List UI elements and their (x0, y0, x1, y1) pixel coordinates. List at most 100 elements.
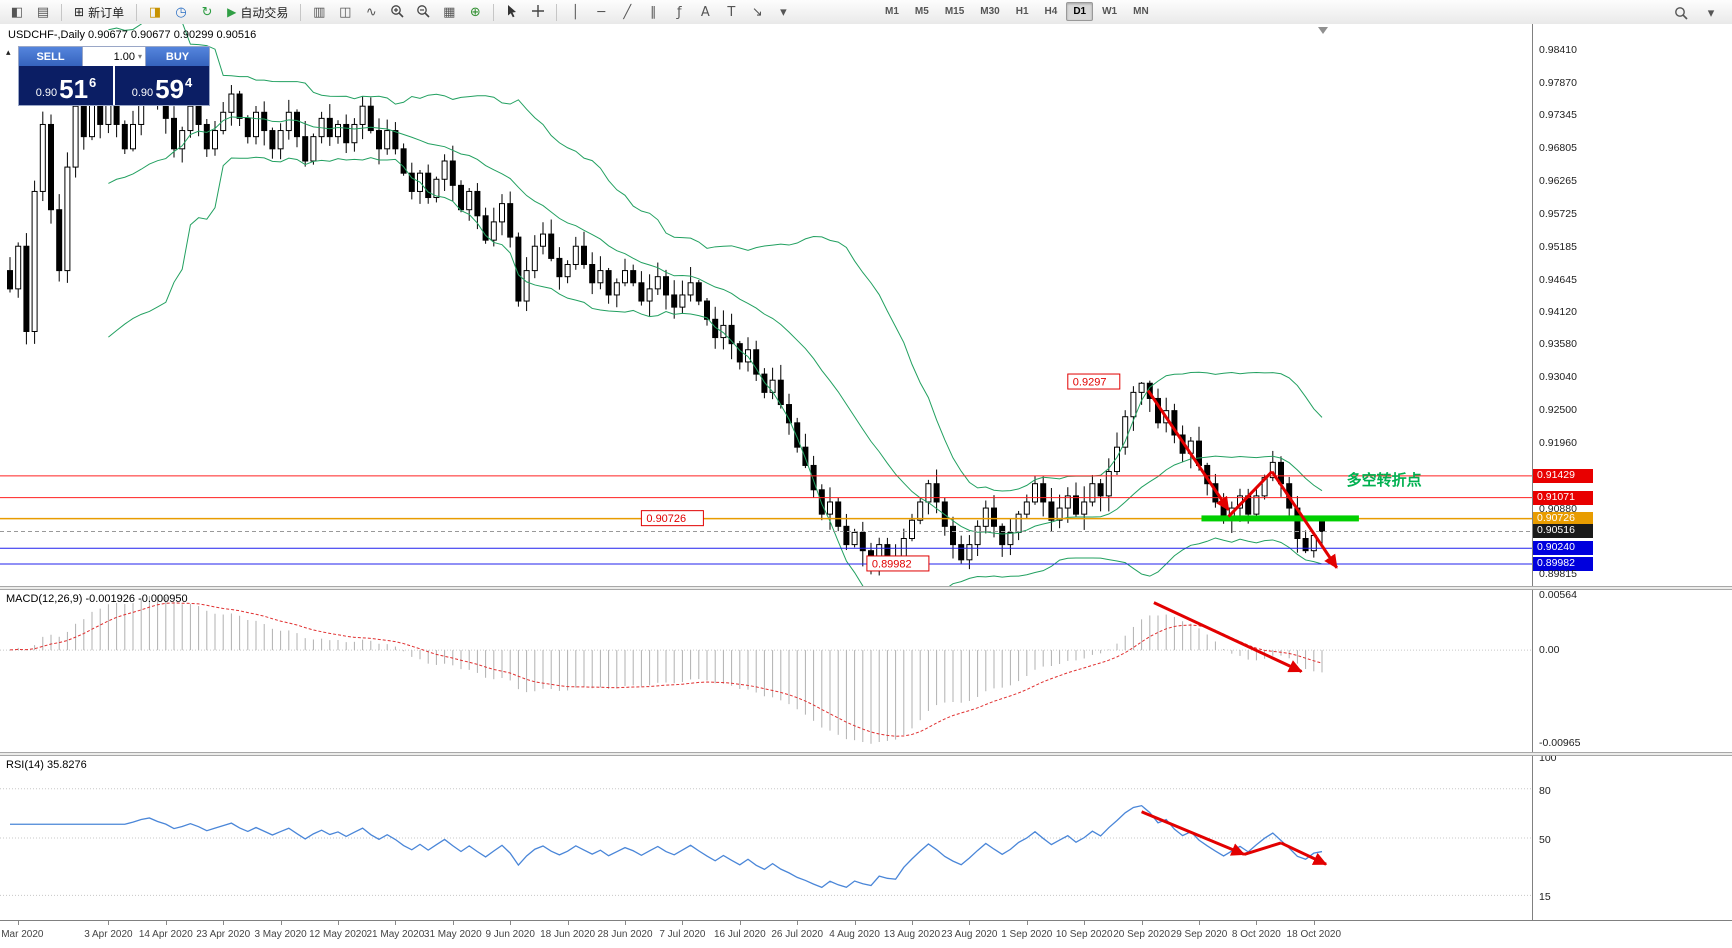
bar-chart-icon[interactable]: ▥ (306, 1, 332, 23)
macd-histogram (9, 595, 1323, 744)
data-window-icon[interactable]: ◷ (168, 1, 194, 23)
label-icon[interactable]: T (718, 1, 744, 23)
search-icon[interactable] (1668, 2, 1694, 24)
price-scale-label: 0.95725 (1539, 207, 1577, 220)
vertical-line-icon[interactable]: │ (562, 1, 588, 23)
bollinger-upper (108, 24, 1323, 492)
price-chart-canvas[interactable]: 0.9297 0.90726 0.89982 多空转折点 (0, 24, 1532, 586)
price-scale-label: 0.91960 (1539, 437, 1577, 450)
dropdown-caret-icon[interactable]: ▾ (770, 1, 796, 23)
date-axis-label: 20 Sep 2020 (1113, 929, 1170, 940)
buy-price-button[interactable]: 0.90 59 4 (115, 66, 209, 105)
date-axis-label: 18 Jun 2020 (540, 929, 596, 940)
chart-ohlc-info: USDCHF-,Daily 0.90677 0.90677 0.90299 0.… (8, 29, 257, 41)
date-tick (280, 921, 282, 925)
date-tick (108, 921, 110, 925)
trendline-icon[interactable]: ╱ (614, 1, 640, 23)
panel-separator[interactable] (0, 752, 1732, 756)
price-scale[interactable]: 0.98410 0.97870 0.97345 0.96805 0.96265 0.957… (1532, 24, 1732, 920)
new-order-button[interactable]: ⊞ 新订单 (67, 1, 131, 23)
toolbar-right-group: ▾ (1668, 2, 1724, 24)
rsi-indicator-label: RSI(14) 35.8276 (6, 759, 87, 771)
price-scale-label: 0.92500 (1539, 404, 1577, 417)
timeframe-m15-button[interactable]: M15 (944, 6, 965, 17)
crosshair-icon[interactable] (525, 1, 551, 23)
date-axis-label: 16 Jul 2020 (713, 929, 766, 940)
date-axis-label: 21 May 2020 (366, 929, 425, 940)
profiles-icon[interactable]: ▤ (30, 1, 56, 23)
timeframe-h1-button[interactable]: H1 (1015, 6, 1029, 17)
timeframe-h4-button[interactable]: H4 (1044, 6, 1058, 17)
timeframe-d1-button[interactable]: D1 (1066, 2, 1094, 21)
trendline-icon: ╱ (623, 4, 632, 20)
new-chart-icon[interactable]: ◧ (4, 1, 30, 23)
candlestick-chart-icon[interactable]: ◫ (332, 1, 358, 23)
timeframe-w1-button[interactable]: W1 (1102, 6, 1118, 17)
toolbar-options-caret-icon[interactable]: ▾ (1707, 5, 1715, 21)
chart-window[interactable]: 0.9297 0.90726 0.89982 多空转折点 USDCHF-,Daily … (0, 24, 1732, 948)
channel-icon: ∥ (650, 4, 657, 20)
zoom-out-icon[interactable] (410, 1, 436, 23)
sell-price-button[interactable]: 0.90 51 6 (19, 66, 113, 105)
date-tick (395, 921, 397, 925)
horizontal-line-icon[interactable]: ─ (588, 1, 614, 23)
market-watch-icon[interactable]: ◨ (142, 1, 168, 23)
cursor-icon[interactable] (499, 1, 525, 23)
price-scale-label: 0.96265 (1539, 174, 1577, 187)
channel-icon[interactable]: ∥ (640, 1, 666, 23)
fibonacci-icon[interactable]: ƒ (666, 1, 692, 23)
rsi-panel[interactable] (0, 756, 1532, 920)
turning-point-annotation: 多空转折点 (1347, 471, 1422, 489)
line-chart-icon[interactable]: ∿ (358, 1, 384, 23)
price-scale-label: 0.89815 (1539, 567, 1577, 580)
date-tick (797, 921, 799, 925)
text-icon[interactable]: A (692, 1, 718, 23)
timeframe-m1-button[interactable]: M1 (885, 6, 899, 17)
autotrading-button[interactable]: ▶ 自动交易 (220, 1, 295, 23)
tile-windows-icon[interactable]: ▦ (436, 1, 462, 23)
bar-chart-icon: ▥ (313, 4, 326, 20)
date-tick (18, 921, 20, 925)
chart-shift-marker (1318, 27, 1328, 34)
arrows-dropdown-icon[interactable]: ↘ (744, 1, 770, 23)
fibonacci-icon: ƒ (677, 4, 682, 20)
date-axis-label: 23 Aug 2020 (941, 929, 998, 940)
price-scale-label: 0.93580 (1539, 338, 1577, 351)
date-axis-label: 10 Sep 2020 (1055, 929, 1113, 940)
macd-scale-label: 0.00 (1539, 643, 1560, 656)
volume-dropdown-caret-icon[interactable]: ▾ (137, 52, 142, 61)
date-tick (969, 921, 971, 925)
date-axis-label: 12 May 2020 (309, 929, 367, 940)
price-scale-label: 0.98410 (1539, 44, 1577, 57)
price-scale-label: 0.93040 (1539, 371, 1577, 384)
zoom-in-icon[interactable] (384, 1, 410, 23)
refresh-icon[interactable]: ↻ (194, 1, 220, 23)
horizontal-line-icon: ─ (597, 4, 606, 20)
timeframe-mn-button[interactable]: MN (1133, 6, 1149, 17)
price-line-label: 0.90240 (1533, 541, 1593, 556)
panel-separator[interactable] (0, 586, 1732, 590)
indicators-icon[interactable]: ⊕ (462, 1, 488, 23)
price-line-label: 0.90726 (1533, 511, 1593, 526)
svg-text:0.9297: 0.9297 (1073, 377, 1107, 389)
buy-button[interactable]: BUY (146, 47, 209, 66)
macd-panel[interactable] (0, 590, 1532, 752)
toolbar-separator (61, 3, 62, 21)
date-tick (1199, 921, 1200, 925)
date-axis-label: 31 May 2020 (423, 929, 482, 940)
toolbar-separator (300, 3, 302, 21)
trend-arrow (1153, 601, 1303, 673)
collapse-panel-icon[interactable]: ▴ (6, 48, 11, 58)
date-axis-label: 3 May 2020 (254, 929, 307, 940)
line-chart-icon: ∿ (365, 4, 377, 20)
date-axis-label: 1 Sep 2020 (1001, 929, 1053, 940)
crosshair-icon (531, 4, 545, 21)
date-tick (1026, 921, 1028, 925)
volume-input[interactable]: 1.00 ▾ (82, 47, 146, 66)
price-line-label: 0.91071 (1533, 490, 1593, 505)
sell-button[interactable]: SELL (19, 47, 82, 66)
price-scale-label: 0.95185 (1539, 240, 1577, 253)
timeframe-m5-button[interactable]: M5 (914, 6, 929, 17)
timeframe-m30-button[interactable]: M30 (980, 6, 1000, 17)
